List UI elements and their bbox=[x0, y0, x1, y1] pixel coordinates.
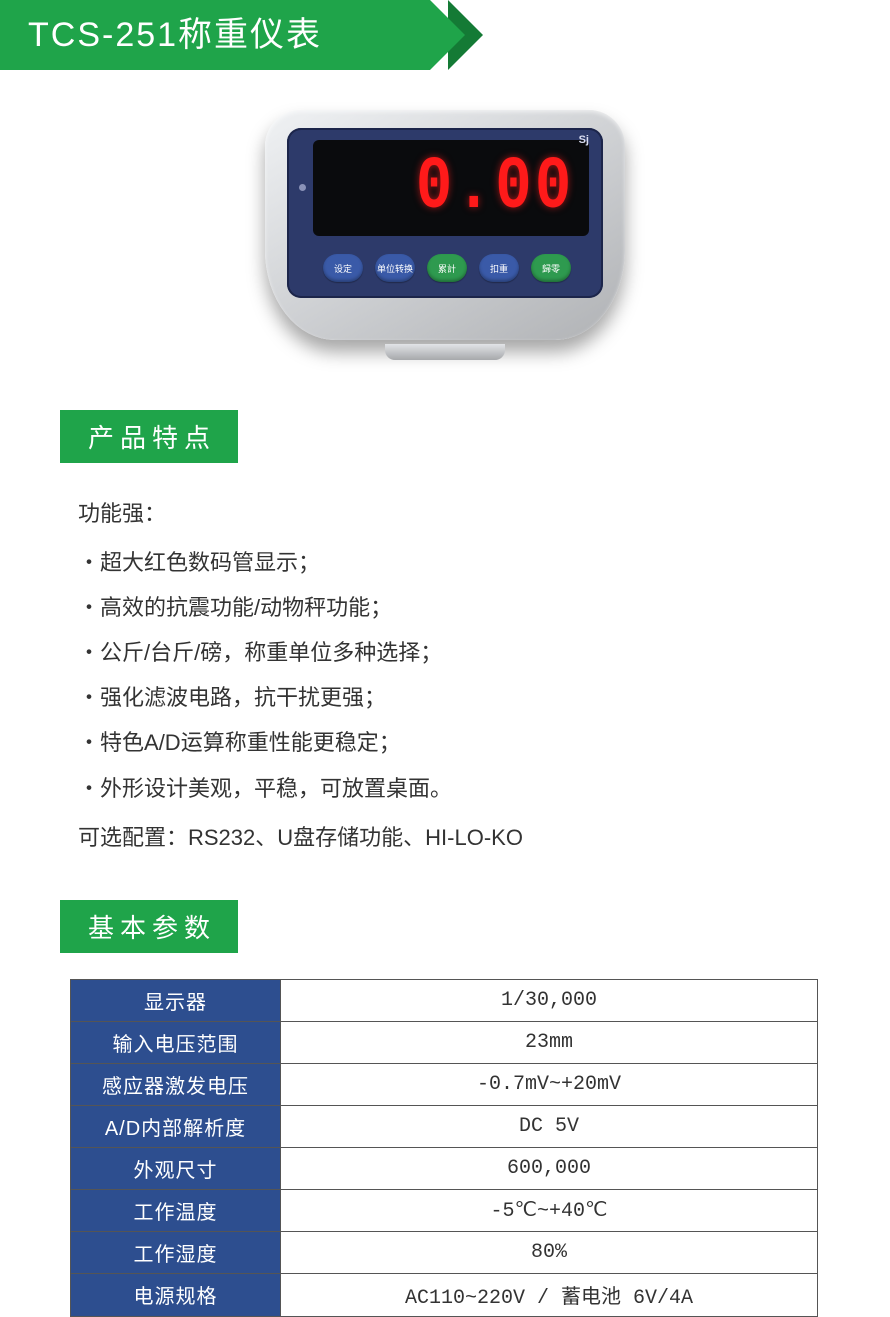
device-button-row: 设定 单位转换 累計 扣重 歸零 bbox=[323, 254, 571, 282]
features-list: 超大红色数码管显示； 高效的抗震功能/动物秤功能； 公斤/台斤/磅，称重单位多种… bbox=[78, 540, 890, 811]
table-row: 显示器 1/30,000 bbox=[71, 979, 818, 1021]
table-row: 工作湿度 80% bbox=[71, 1231, 818, 1273]
spec-label: 电源规格 bbox=[71, 1273, 281, 1316]
device-btn-accum: 累計 bbox=[427, 254, 467, 282]
spec-label: 感应器激发电压 bbox=[71, 1063, 281, 1105]
table-row: 输入电压范围 23mm bbox=[71, 1021, 818, 1063]
device-btn-set: 设定 bbox=[323, 254, 363, 282]
spec-table: 显示器 1/30,000 输入电压范围 23mm 感应器激发电压 -0.7mV~… bbox=[70, 979, 818, 1317]
product-image-wrap: 0.00 Sj 设定 单位转换 累計 扣重 歸零 bbox=[0, 110, 890, 360]
device-status-led bbox=[299, 184, 306, 191]
feature-item: 超大红色数码管显示； bbox=[78, 540, 890, 585]
spec-value: 23mm bbox=[281, 1021, 818, 1063]
device-btn-zero: 歸零 bbox=[531, 254, 571, 282]
feature-item: 特色A/D运算称重性能更稳定； bbox=[78, 720, 890, 765]
spec-label: 输入电压范围 bbox=[71, 1021, 281, 1063]
spec-value: 600,000 bbox=[281, 1147, 818, 1189]
spec-value: DC 5V bbox=[281, 1105, 818, 1147]
table-row: 感应器激发电压 -0.7mV~+20mV bbox=[71, 1063, 818, 1105]
device-brand-mark: Sj bbox=[579, 134, 589, 146]
feature-item: 高效的抗震功能/动物秤功能； bbox=[78, 585, 890, 630]
spec-value: AC110~220V / 蓄电池 6V/4A bbox=[281, 1273, 818, 1316]
spec-label: A/D内部解析度 bbox=[71, 1105, 281, 1147]
features-optional: 可选配置：RS232、U盘存储功能、HI-LO-KO bbox=[78, 815, 890, 860]
section-title-features: 产品特点 bbox=[60, 410, 238, 463]
spec-label: 工作湿度 bbox=[71, 1231, 281, 1273]
spec-value: -5℃~+40℃ bbox=[281, 1189, 818, 1231]
table-row: 工作温度 -5℃~+40℃ bbox=[71, 1189, 818, 1231]
spec-value: -0.7mV~+20mV bbox=[281, 1063, 818, 1105]
features-block: 功能强： 超大红色数码管显示； 高效的抗震功能/动物秤功能； 公斤/台斤/磅，称… bbox=[78, 491, 890, 860]
spec-label: 工作温度 bbox=[71, 1189, 281, 1231]
page-title-banner: TCS-251称重仪表 bbox=[0, 0, 430, 70]
page-title: TCS-251称重仪表 bbox=[0, 0, 430, 70]
device-illustration: 0.00 Sj 设定 单位转换 累計 扣重 歸零 bbox=[265, 110, 625, 360]
spec-value: 80% bbox=[281, 1231, 818, 1273]
banner-chevron bbox=[430, 0, 465, 70]
device-btn-tare: 扣重 bbox=[479, 254, 519, 282]
device-stand bbox=[385, 344, 505, 360]
feature-item: 外形设计美观，平稳，可放置桌面。 bbox=[78, 766, 890, 811]
spec-value: 1/30,000 bbox=[281, 979, 818, 1021]
device-btn-unit: 单位转换 bbox=[375, 254, 415, 282]
feature-item: 公斤/台斤/磅，称重单位多种选择； bbox=[78, 630, 890, 675]
spec-label: 外观尺寸 bbox=[71, 1147, 281, 1189]
table-row: 电源规格 AC110~220V / 蓄电池 6V/4A bbox=[71, 1273, 818, 1316]
table-row: A/D内部解析度 DC 5V bbox=[71, 1105, 818, 1147]
table-row: 外观尺寸 600,000 bbox=[71, 1147, 818, 1189]
device-readout: 0.00 bbox=[416, 146, 575, 230]
feature-item: 强化滤波电路，抗干扰更强； bbox=[78, 675, 890, 720]
features-lead: 功能强： bbox=[78, 491, 890, 536]
device-lcd: 0.00 bbox=[313, 140, 589, 236]
section-title-specs: 基本参数 bbox=[60, 900, 238, 953]
spec-label: 显示器 bbox=[71, 979, 281, 1021]
